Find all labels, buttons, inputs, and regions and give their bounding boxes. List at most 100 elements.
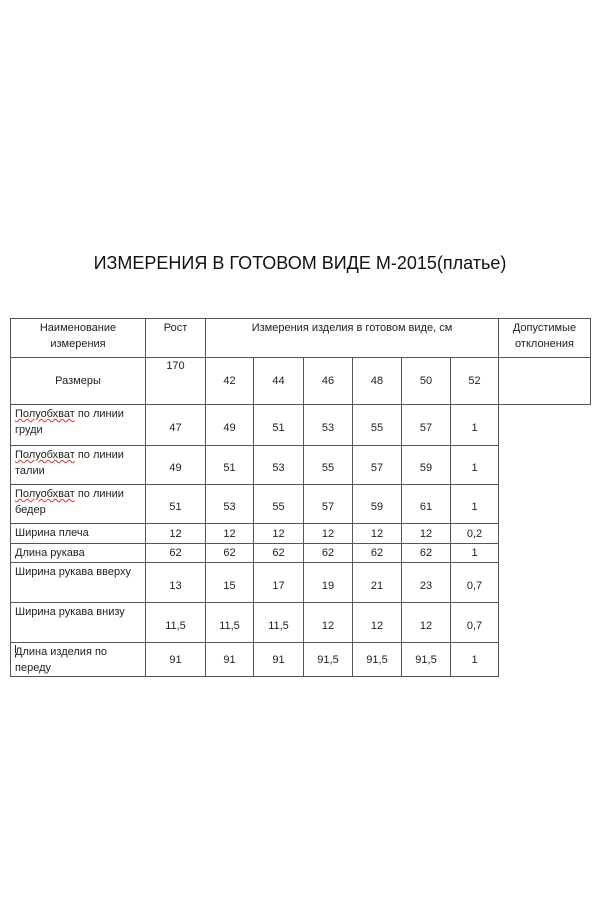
measurement-name-part: Полуобхват xyxy=(15,449,75,461)
size-cell: 42 xyxy=(205,357,254,405)
measurement-name-part: Длина рукава xyxy=(15,547,85,559)
value-cell: 53 xyxy=(253,445,304,485)
value-cell: 91,5 xyxy=(352,642,402,677)
table-row: Ширина рукава вверху 13 15 17 19 21 23 0,7 xyxy=(10,562,591,603)
measurement-name: Ширина рукава внизу xyxy=(10,602,146,643)
value-cell: 62 xyxy=(145,543,206,563)
height-value: 170 xyxy=(145,357,206,405)
value-cell: 12 xyxy=(303,523,353,544)
value-cell: 23 xyxy=(401,562,451,603)
size-cell: 50 xyxy=(401,357,451,405)
value-cell: 11,5 xyxy=(253,602,304,643)
value-cell: 12 xyxy=(303,602,353,643)
measurement-name-part: Полуобхват xyxy=(15,488,75,500)
value-cell: 47 xyxy=(145,404,206,446)
value-cell: 12 xyxy=(401,602,451,643)
measurement-name: Ширина рукава вверху xyxy=(10,562,146,603)
value-cell: 51 xyxy=(205,445,254,485)
value-cell: 91 xyxy=(205,642,254,677)
measurement-name-part: по линии груди xyxy=(15,408,124,436)
table-row: Длина рукава 62 62 62 62 62 62 1 xyxy=(10,543,591,563)
value-cell: 91 xyxy=(253,642,304,677)
value-cell: 91,5 xyxy=(303,642,353,677)
measurement-name-part: Полуобхват xyxy=(15,408,75,420)
document-title: ИЗМЕРЕНИЯ В ГОТОВОМ ВИДЕ М-2015(платье) xyxy=(93,253,507,273)
tolerance-cell: 1 xyxy=(450,642,499,677)
value-cell: 62 xyxy=(352,543,402,563)
measurement-name: Полуобхват по линии бедер xyxy=(10,484,146,524)
value-cell: 91,5 xyxy=(401,642,451,677)
sizes-label: Размеры xyxy=(10,357,146,405)
table-row: Длина изделия по переду 91 91 91 91,5 91,5 91,… xyxy=(10,642,591,677)
measurements-table: Наименование измерения Рост Измерения из… xyxy=(10,318,591,677)
value-cell: 17 xyxy=(253,562,304,603)
value-cell: 11,5 xyxy=(145,602,206,643)
size-cell: 48 xyxy=(352,357,402,405)
value-cell: 21 xyxy=(352,562,402,603)
table-row: Полуобхват по линии груди 47 49 51 53 55 57 1 xyxy=(10,404,591,446)
value-cell: 62 xyxy=(205,543,254,563)
value-cell: 49 xyxy=(145,445,206,485)
tolerance-cell: 1 xyxy=(450,484,499,524)
value-cell: 12 xyxy=(145,523,206,544)
header-name: Наименование измерения xyxy=(10,318,146,358)
value-cell: 12 xyxy=(352,523,402,544)
value-cell: 57 xyxy=(303,484,353,524)
size-cell: 46 xyxy=(303,357,353,405)
tolerance-cell: 0,2 xyxy=(450,523,499,544)
value-cell: 49 xyxy=(205,404,254,446)
value-cell: 59 xyxy=(352,484,402,524)
measurement-name-part: по линии талии xyxy=(15,449,124,477)
header-measurements: Измерения изделия в готовом виде, см xyxy=(205,318,499,358)
value-cell: 12 xyxy=(352,602,402,643)
value-cell: 12 xyxy=(253,523,304,544)
value-cell: 61 xyxy=(401,484,451,524)
header-row: Наименование измерения Рост Измерения из… xyxy=(10,318,591,358)
header-height: Рост xyxy=(145,318,206,358)
table-row: Полуобхват по линии талии 49 51 53 55 57 59 1 xyxy=(10,445,591,485)
value-cell: 11,5 xyxy=(205,602,254,643)
table-row: Ширина рукава внизу 11,5 11,5 11,5 12 12 12 0,7 xyxy=(10,602,591,643)
tolerance-cell: 1 xyxy=(450,445,499,485)
measurement-name: Полуобхват по линии груди xyxy=(10,404,146,446)
value-cell: 55 xyxy=(352,404,402,446)
tolerance-cell: 1 xyxy=(450,404,499,446)
value-cell: 53 xyxy=(303,404,353,446)
measurement-name: Ширина плеча xyxy=(10,523,146,544)
value-cell: 55 xyxy=(303,445,353,485)
header-tolerance: Допустимые отклонения xyxy=(498,318,591,358)
tolerance-empty xyxy=(498,357,591,405)
measurement-name-part: Ширина рукава вверху xyxy=(15,566,131,578)
measurement-name-part: Ширина рукава внизу xyxy=(15,606,125,618)
value-cell: 51 xyxy=(253,404,304,446)
value-cell: 15 xyxy=(205,562,254,603)
value-cell: 59 xyxy=(401,445,451,485)
value-cell: 13 xyxy=(145,562,206,603)
value-cell: 62 xyxy=(253,543,304,563)
measurement-name-part: Длина изделия по переду xyxy=(15,646,108,674)
value-cell: 12 xyxy=(401,523,451,544)
measurement-name: Полуобхват по линии талии xyxy=(10,445,146,485)
measurement-name: Длина изделия по переду xyxy=(10,642,146,677)
value-cell: 91 xyxy=(145,642,206,677)
tolerance-cell: 0,7 xyxy=(450,562,499,603)
measurement-name-part: по линии бедер xyxy=(15,488,124,516)
value-cell: 62 xyxy=(303,543,353,563)
tolerance-cell: 0,7 xyxy=(450,602,499,643)
table-row: Ширина плеча 12 12 12 12 12 12 0,2 xyxy=(10,523,591,544)
measurement-name: Длина рукава xyxy=(10,543,146,563)
value-cell: 57 xyxy=(352,445,402,485)
sizes-row: Размеры 170 42 44 46 48 50 52 xyxy=(10,357,591,405)
value-cell: 53 xyxy=(205,484,254,524)
tolerance-cell: 1 xyxy=(450,543,499,563)
value-cell: 57 xyxy=(401,404,451,446)
text-cursor xyxy=(15,645,16,653)
value-cell: 19 xyxy=(303,562,353,603)
value-cell: 51 xyxy=(145,484,206,524)
size-cell: 52 xyxy=(450,357,499,405)
value-cell: 62 xyxy=(401,543,451,563)
measurement-name-part: Ширина плеча xyxy=(15,527,89,539)
value-cell: 55 xyxy=(253,484,304,524)
table-row: Полуобхват по линии бедер 51 53 55 57 59 61 1 xyxy=(10,484,591,524)
value-cell: 12 xyxy=(205,523,254,544)
